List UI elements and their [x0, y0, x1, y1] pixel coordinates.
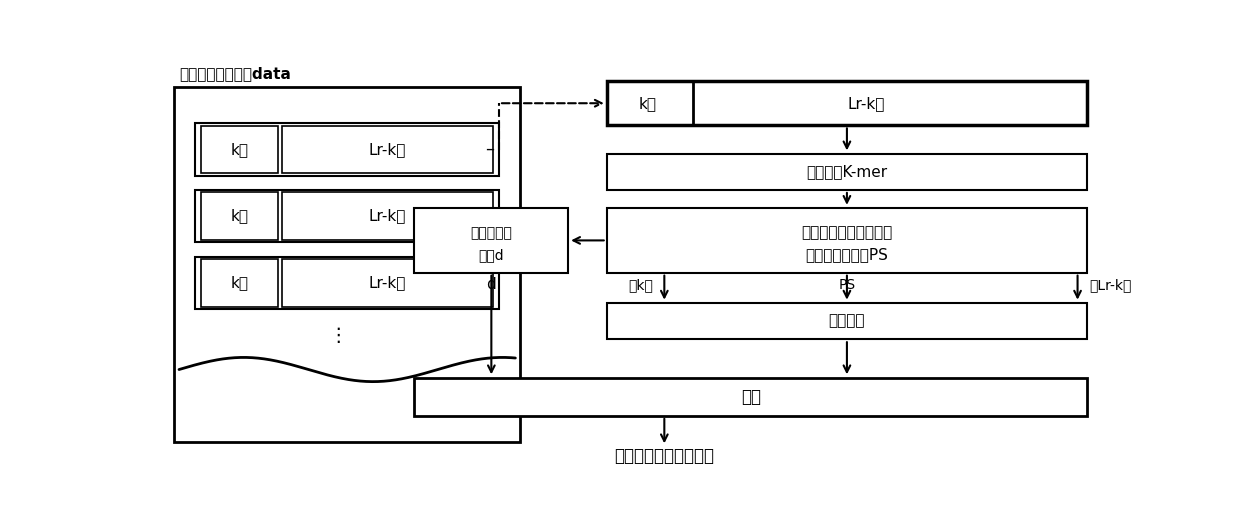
Text: 前k位: 前k位: [627, 278, 652, 292]
Text: 可逆运算: 可逆运算: [828, 313, 866, 329]
FancyBboxPatch shape: [414, 208, 568, 272]
Text: Lr-k位: Lr-k位: [368, 209, 407, 223]
FancyBboxPatch shape: [281, 259, 494, 307]
Text: 和参考基因组进行比对: 和参考基因组进行比对: [801, 226, 893, 241]
FancyBboxPatch shape: [606, 154, 1087, 190]
Text: k位: k位: [231, 209, 248, 223]
FancyBboxPatch shape: [606, 81, 1087, 125]
FancyBboxPatch shape: [196, 124, 498, 176]
FancyBboxPatch shape: [414, 378, 1087, 416]
Text: ⋮: ⋮: [327, 326, 347, 345]
Text: k位: k位: [231, 275, 248, 290]
Text: Lr-k位: Lr-k位: [847, 96, 885, 111]
FancyBboxPatch shape: [201, 259, 278, 307]
FancyBboxPatch shape: [606, 208, 1087, 272]
Text: 压缩: 压缩: [740, 388, 761, 406]
FancyBboxPatch shape: [201, 126, 278, 173]
Text: 类型d: 类型d: [479, 248, 505, 262]
FancyBboxPatch shape: [281, 192, 494, 240]
Text: 确定正负链: 确定正负链: [470, 226, 512, 240]
Text: –: –: [485, 140, 494, 158]
Text: Lr-k位: Lr-k位: [368, 275, 407, 290]
FancyBboxPatch shape: [196, 190, 498, 243]
Text: k位: k位: [639, 96, 657, 111]
Text: 基因测序数据样本data: 基因测序数据样本data: [179, 66, 291, 81]
Text: k位: k位: [231, 141, 248, 157]
FancyBboxPatch shape: [174, 87, 521, 442]
FancyBboxPatch shape: [281, 126, 494, 173]
Text: d: d: [486, 277, 496, 292]
Text: 获取预测字符集PS: 获取预测字符集PS: [806, 247, 888, 263]
Text: 后Lr-k位: 后Lr-k位: [1089, 278, 1131, 292]
FancyBboxPatch shape: [201, 192, 278, 240]
Text: Lr-k位: Lr-k位: [368, 141, 407, 157]
FancyBboxPatch shape: [196, 257, 498, 309]
Text: PS: PS: [838, 278, 856, 292]
Text: 压缩后的基因测序数据: 压缩后的基因测序数据: [614, 447, 714, 465]
Text: 提取短串K-mer: 提取短串K-mer: [806, 165, 888, 179]
FancyBboxPatch shape: [606, 303, 1087, 339]
